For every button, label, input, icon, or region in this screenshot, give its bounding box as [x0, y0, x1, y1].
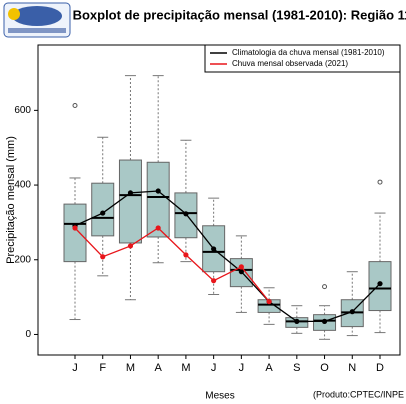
series-point: [377, 281, 383, 287]
y-tick-label: 200: [14, 254, 31, 265]
x-tick-label: M: [126, 362, 135, 374]
x-tick-label: M: [181, 362, 190, 374]
x-tick-label: F: [99, 362, 106, 374]
y-tick-label: 0: [25, 329, 31, 340]
y-tick-label: 400: [14, 180, 31, 191]
series-point: [127, 190, 134, 196]
series-point: [155, 225, 161, 231]
box: [91, 182, 115, 237]
series-point: [72, 225, 78, 231]
x-tick-label: J: [211, 362, 217, 374]
series-point: [100, 254, 106, 260]
series-point: [211, 278, 217, 284]
box: [63, 203, 87, 263]
series-point: [238, 264, 244, 270]
series-point: [100, 210, 106, 216]
series-point: [183, 211, 189, 217]
series-point: [294, 318, 300, 324]
series-point: [349, 309, 355, 315]
series-point: [127, 243, 134, 249]
x-tick-label: J: [239, 362, 245, 374]
x-tick-label: O: [320, 362, 329, 374]
legend-label: Climatologia da chuva mensal (1981-2010): [232, 48, 385, 57]
y-tick-label: 600: [14, 105, 31, 116]
x-tick-label: D: [376, 362, 384, 374]
box: [118, 159, 142, 244]
x-tick-label: J: [72, 362, 78, 374]
credit: (Produto:CPTEC/INPE: [313, 389, 404, 399]
series-line: [74, 227, 270, 302]
series-point: [321, 318, 328, 324]
x-tick-label: A: [265, 362, 273, 374]
y-axis-label: Precipitação mensal (mm): [5, 136, 17, 264]
logo: [3, 2, 71, 38]
series-line: [74, 190, 381, 323]
x-tick-label: S: [293, 362, 300, 374]
x-tick-label: A: [155, 362, 163, 374]
series-point: [238, 269, 244, 275]
chart-title: Boxplot de precipitação mensal (1981-201…: [73, 7, 406, 22]
series-point: [266, 298, 272, 305]
series-point: [183, 252, 189, 258]
series-point: [155, 188, 161, 194]
legend-box: [204, 44, 401, 73]
outlier: [322, 284, 328, 290]
outlier: [377, 179, 383, 185]
legend-label: Chuva mensal observada (2021): [232, 59, 348, 68]
x-axis-label: Meses: [205, 391, 234, 402]
x-tick-label: N: [348, 362, 356, 374]
outlier: [72, 103, 78, 109]
series-point: [211, 246, 217, 252]
